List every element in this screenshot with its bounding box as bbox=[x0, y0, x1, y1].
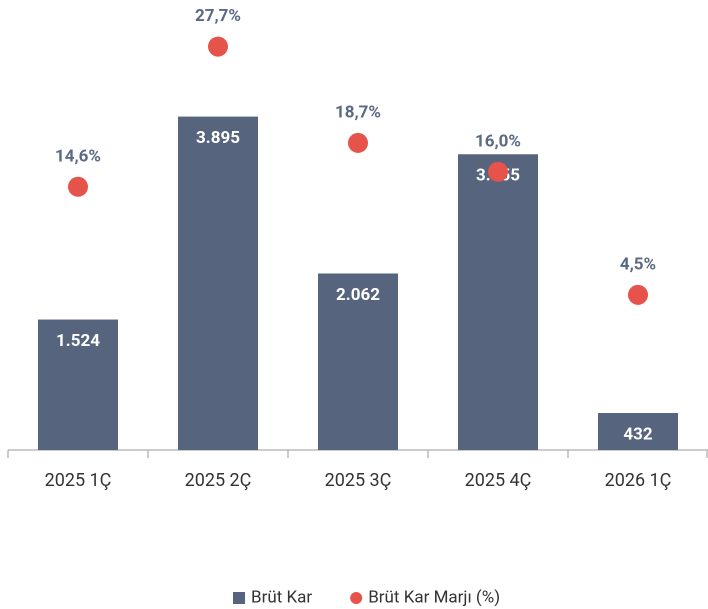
x-tick-label: 2026 1Ç bbox=[605, 470, 672, 491]
legend-label: Brüt Kar Marjı (%) bbox=[368, 587, 500, 607]
legend-label: Brüt Kar bbox=[251, 587, 312, 607]
legend-swatch bbox=[233, 592, 245, 604]
bar-label: 3.895 bbox=[196, 128, 240, 148]
bar bbox=[38, 319, 118, 450]
dot-label: 4,5% bbox=[620, 254, 656, 274]
x-tick-label: 2025 1Ç bbox=[45, 470, 112, 491]
dot bbox=[348, 132, 368, 153]
bar bbox=[598, 413, 678, 450]
bar bbox=[318, 273, 398, 450]
legend-swatch bbox=[350, 592, 363, 604]
bar bbox=[458, 154, 538, 450]
dot-label: 16,0% bbox=[475, 131, 521, 151]
x-tick-label: 2025 4Ç bbox=[465, 470, 532, 491]
dot-label: 18,7% bbox=[335, 102, 381, 122]
bar-label: 432 bbox=[623, 425, 653, 445]
dot-label: 14,6% bbox=[55, 146, 101, 166]
dot bbox=[628, 284, 648, 305]
dot bbox=[208, 36, 228, 57]
dot bbox=[488, 161, 508, 182]
bar-label: 1.524 bbox=[56, 331, 100, 351]
dot bbox=[68, 176, 88, 197]
dot-label: 27,7% bbox=[195, 6, 241, 26]
x-tick-label: 2025 2Ç bbox=[185, 470, 252, 491]
bar bbox=[178, 116, 258, 450]
x-tick-label: 2025 3Ç bbox=[325, 470, 392, 491]
bar-label: 2.062 bbox=[336, 285, 380, 305]
